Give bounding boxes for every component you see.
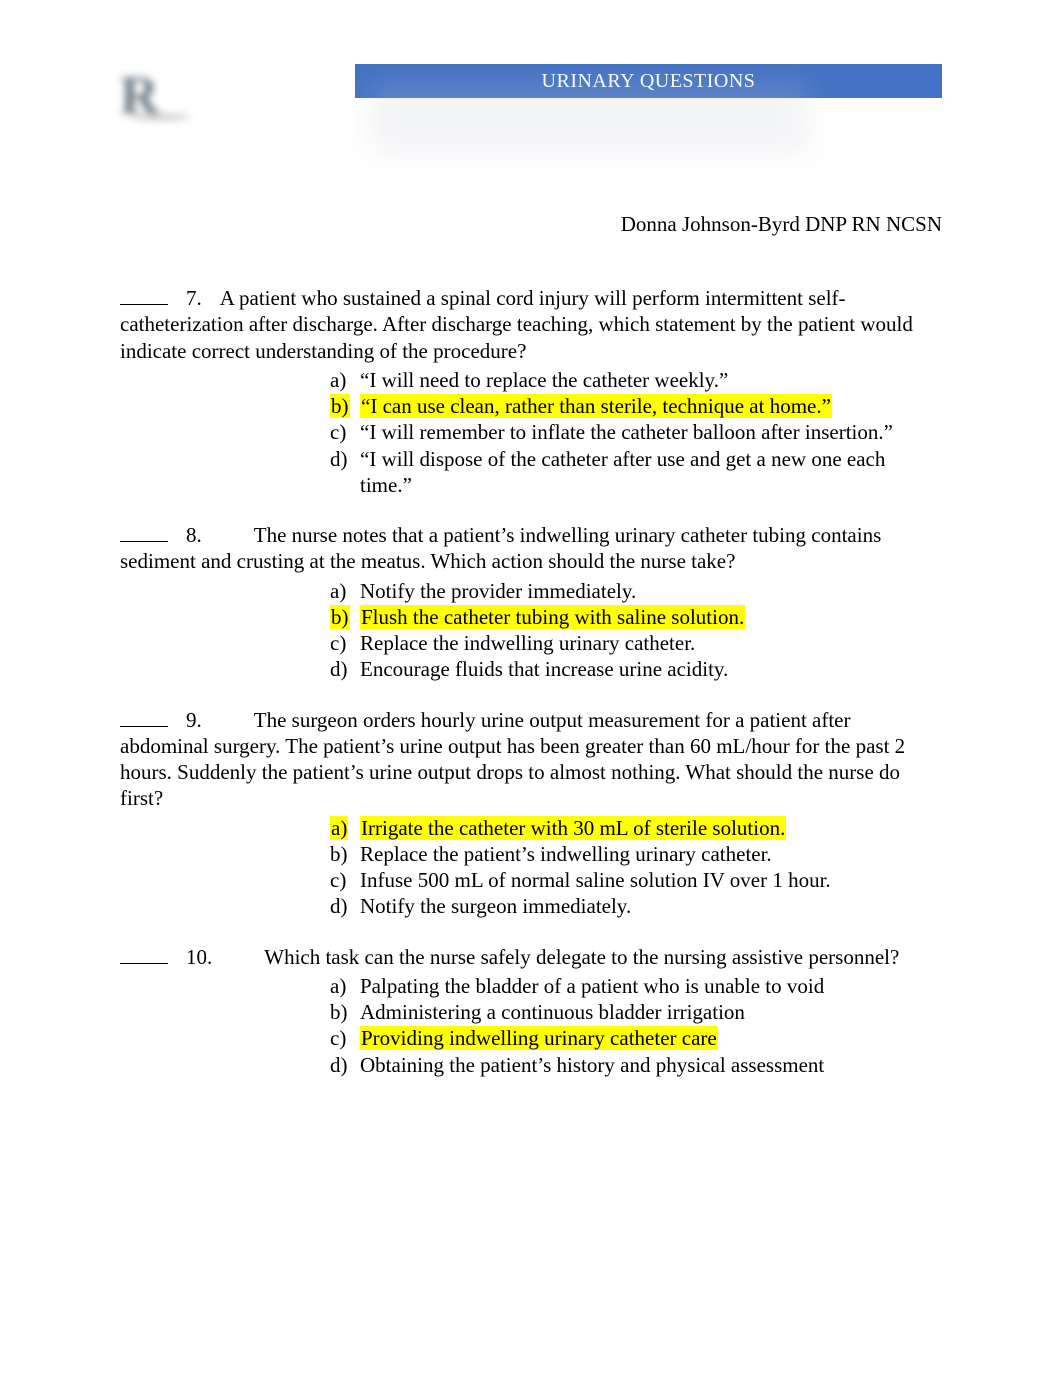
option-letter: c)	[330, 867, 360, 893]
option-letter: b)	[330, 393, 360, 419]
option-letter: d)	[330, 656, 360, 682]
option-letter: d)	[330, 1052, 360, 1078]
option-text: “I will need to replace the catheter wee…	[360, 367, 942, 393]
option-letter: c)	[330, 1025, 360, 1051]
option-text: Encourage fluids that increase urine aci…	[360, 656, 942, 682]
option-text: Notify the surgeon immediately.	[360, 893, 942, 919]
question-block: 9.The surgeon orders hourly urine output…	[120, 707, 942, 920]
answer-blank	[120, 541, 168, 542]
answer-blank	[120, 304, 168, 305]
question-number: 8.	[186, 523, 202, 547]
option-text: Irrigate the catheter with 30 mL of ster…	[360, 815, 942, 841]
author-line: Donna Johnson-Byrd DNP RN NCSN	[120, 212, 942, 237]
option-text: Flush the catheter tubing with saline so…	[360, 604, 942, 630]
question-number: 7.	[186, 286, 202, 310]
option-text: Obtaining the patient’s history and phys…	[360, 1052, 942, 1078]
option-letter: a)	[330, 578, 360, 604]
question-block: 8.The nurse notes that a patient’s indwe…	[120, 522, 942, 683]
question-stem-line: 10. Which task can the nurse safely deleg…	[120, 944, 942, 970]
option-text: Replace the indwelling urinary catheter.	[360, 630, 942, 656]
option-row: b)Administering a continuous bladder irr…	[330, 999, 942, 1025]
option-letter: b)	[330, 999, 360, 1025]
option-letter: a)	[330, 815, 360, 841]
option-row: d)Notify the surgeon immediately.	[330, 893, 942, 919]
option-letter: d)	[330, 446, 360, 472]
option-letter: a)	[330, 367, 360, 393]
option-text: Administering a continuous bladder irrig…	[360, 999, 942, 1025]
question-stem: The nurse notes that a patient’s indwell…	[120, 523, 881, 573]
option-text: Providing indwelling urinary catheter ca…	[360, 1025, 942, 1051]
options-list: a)“I will need to replace the catheter w…	[330, 367, 942, 498]
option-row: a)Notify the provider immediately.	[330, 578, 942, 604]
option-row: b)Flush the catheter tubing with saline …	[330, 604, 942, 630]
logo-subtext	[192, 82, 195, 99]
option-text: “I can use clean, rather than sterile, t…	[360, 393, 942, 419]
option-text: Notify the provider immediately.	[360, 578, 942, 604]
questions-container: 7.A patient who sustained a spinal cord …	[120, 285, 942, 1078]
question-block: 10. Which task can the nurse safely deleg…	[120, 944, 942, 1078]
option-row: a)Palpating the bladder of a patient who…	[330, 973, 942, 999]
option-letter: a)	[330, 973, 360, 999]
question-stem-line: 9.The surgeon orders hourly urine output…	[120, 707, 942, 812]
option-row: d)Obtaining the patient’s history and ph…	[330, 1052, 942, 1078]
logo-shadow	[130, 114, 190, 120]
question-stem-line: 8.The nurse notes that a patient’s indwe…	[120, 522, 942, 575]
logo-area: R	[120, 64, 355, 154]
option-letter: d)	[330, 893, 360, 919]
option-row: c)Infuse 500 mL of normal saline solutio…	[330, 867, 942, 893]
question-stem: A patient who sustained a spinal cord in…	[120, 286, 913, 363]
option-text: Infuse 500 mL of normal saline solution …	[360, 867, 942, 893]
answer-blank	[120, 726, 168, 727]
question-number: 10.	[186, 945, 212, 969]
option-row: d)Encourage fluids that increase urine a…	[330, 656, 942, 682]
option-letter: b)	[330, 604, 360, 630]
answer-blank	[120, 963, 168, 964]
option-row: d)“I will dispose of the catheter after …	[330, 446, 942, 499]
option-letter: c)	[330, 419, 360, 445]
option-text: “I will dispose of the catheter after us…	[360, 446, 942, 499]
blur-overlay	[370, 84, 810, 154]
option-row: c)Replace the indwelling urinary cathete…	[330, 630, 942, 656]
option-text: Palpating the bladder of a patient who i…	[360, 973, 942, 999]
options-list: a)Notify the provider immediately.b)Flus…	[330, 578, 942, 683]
question-stem-line: 7.A patient who sustained a spinal cord …	[120, 285, 942, 364]
option-row: b)Replace the patient’s indwelling urina…	[330, 841, 942, 867]
question-stem: The surgeon orders hourly urine output m…	[120, 708, 905, 811]
option-row: a)Irrigate the catheter with 30 mL of st…	[330, 815, 942, 841]
option-row: c)Providing indwelling urinary catheter …	[330, 1025, 942, 1051]
option-text: Replace the patient’s indwelling urinary…	[360, 841, 942, 867]
option-row: a)“I will need to replace the catheter w…	[330, 367, 942, 393]
option-row: b)“I can use clean, rather than sterile,…	[330, 393, 942, 419]
option-text: “I will remember to inflate the catheter…	[360, 419, 942, 445]
option-letter: b)	[330, 841, 360, 867]
option-row: c)“I will remember to inflate the cathet…	[330, 419, 942, 445]
question-stem: Which task can the nurse safely delegate…	[264, 945, 899, 969]
question-number: 9.	[186, 708, 202, 732]
question-block: 7.A patient who sustained a spinal cord …	[120, 285, 942, 498]
option-letter: c)	[330, 630, 360, 656]
options-list: a)Irrigate the catheter with 30 mL of st…	[330, 815, 942, 920]
options-list: a)Palpating the bladder of a patient who…	[330, 973, 942, 1078]
